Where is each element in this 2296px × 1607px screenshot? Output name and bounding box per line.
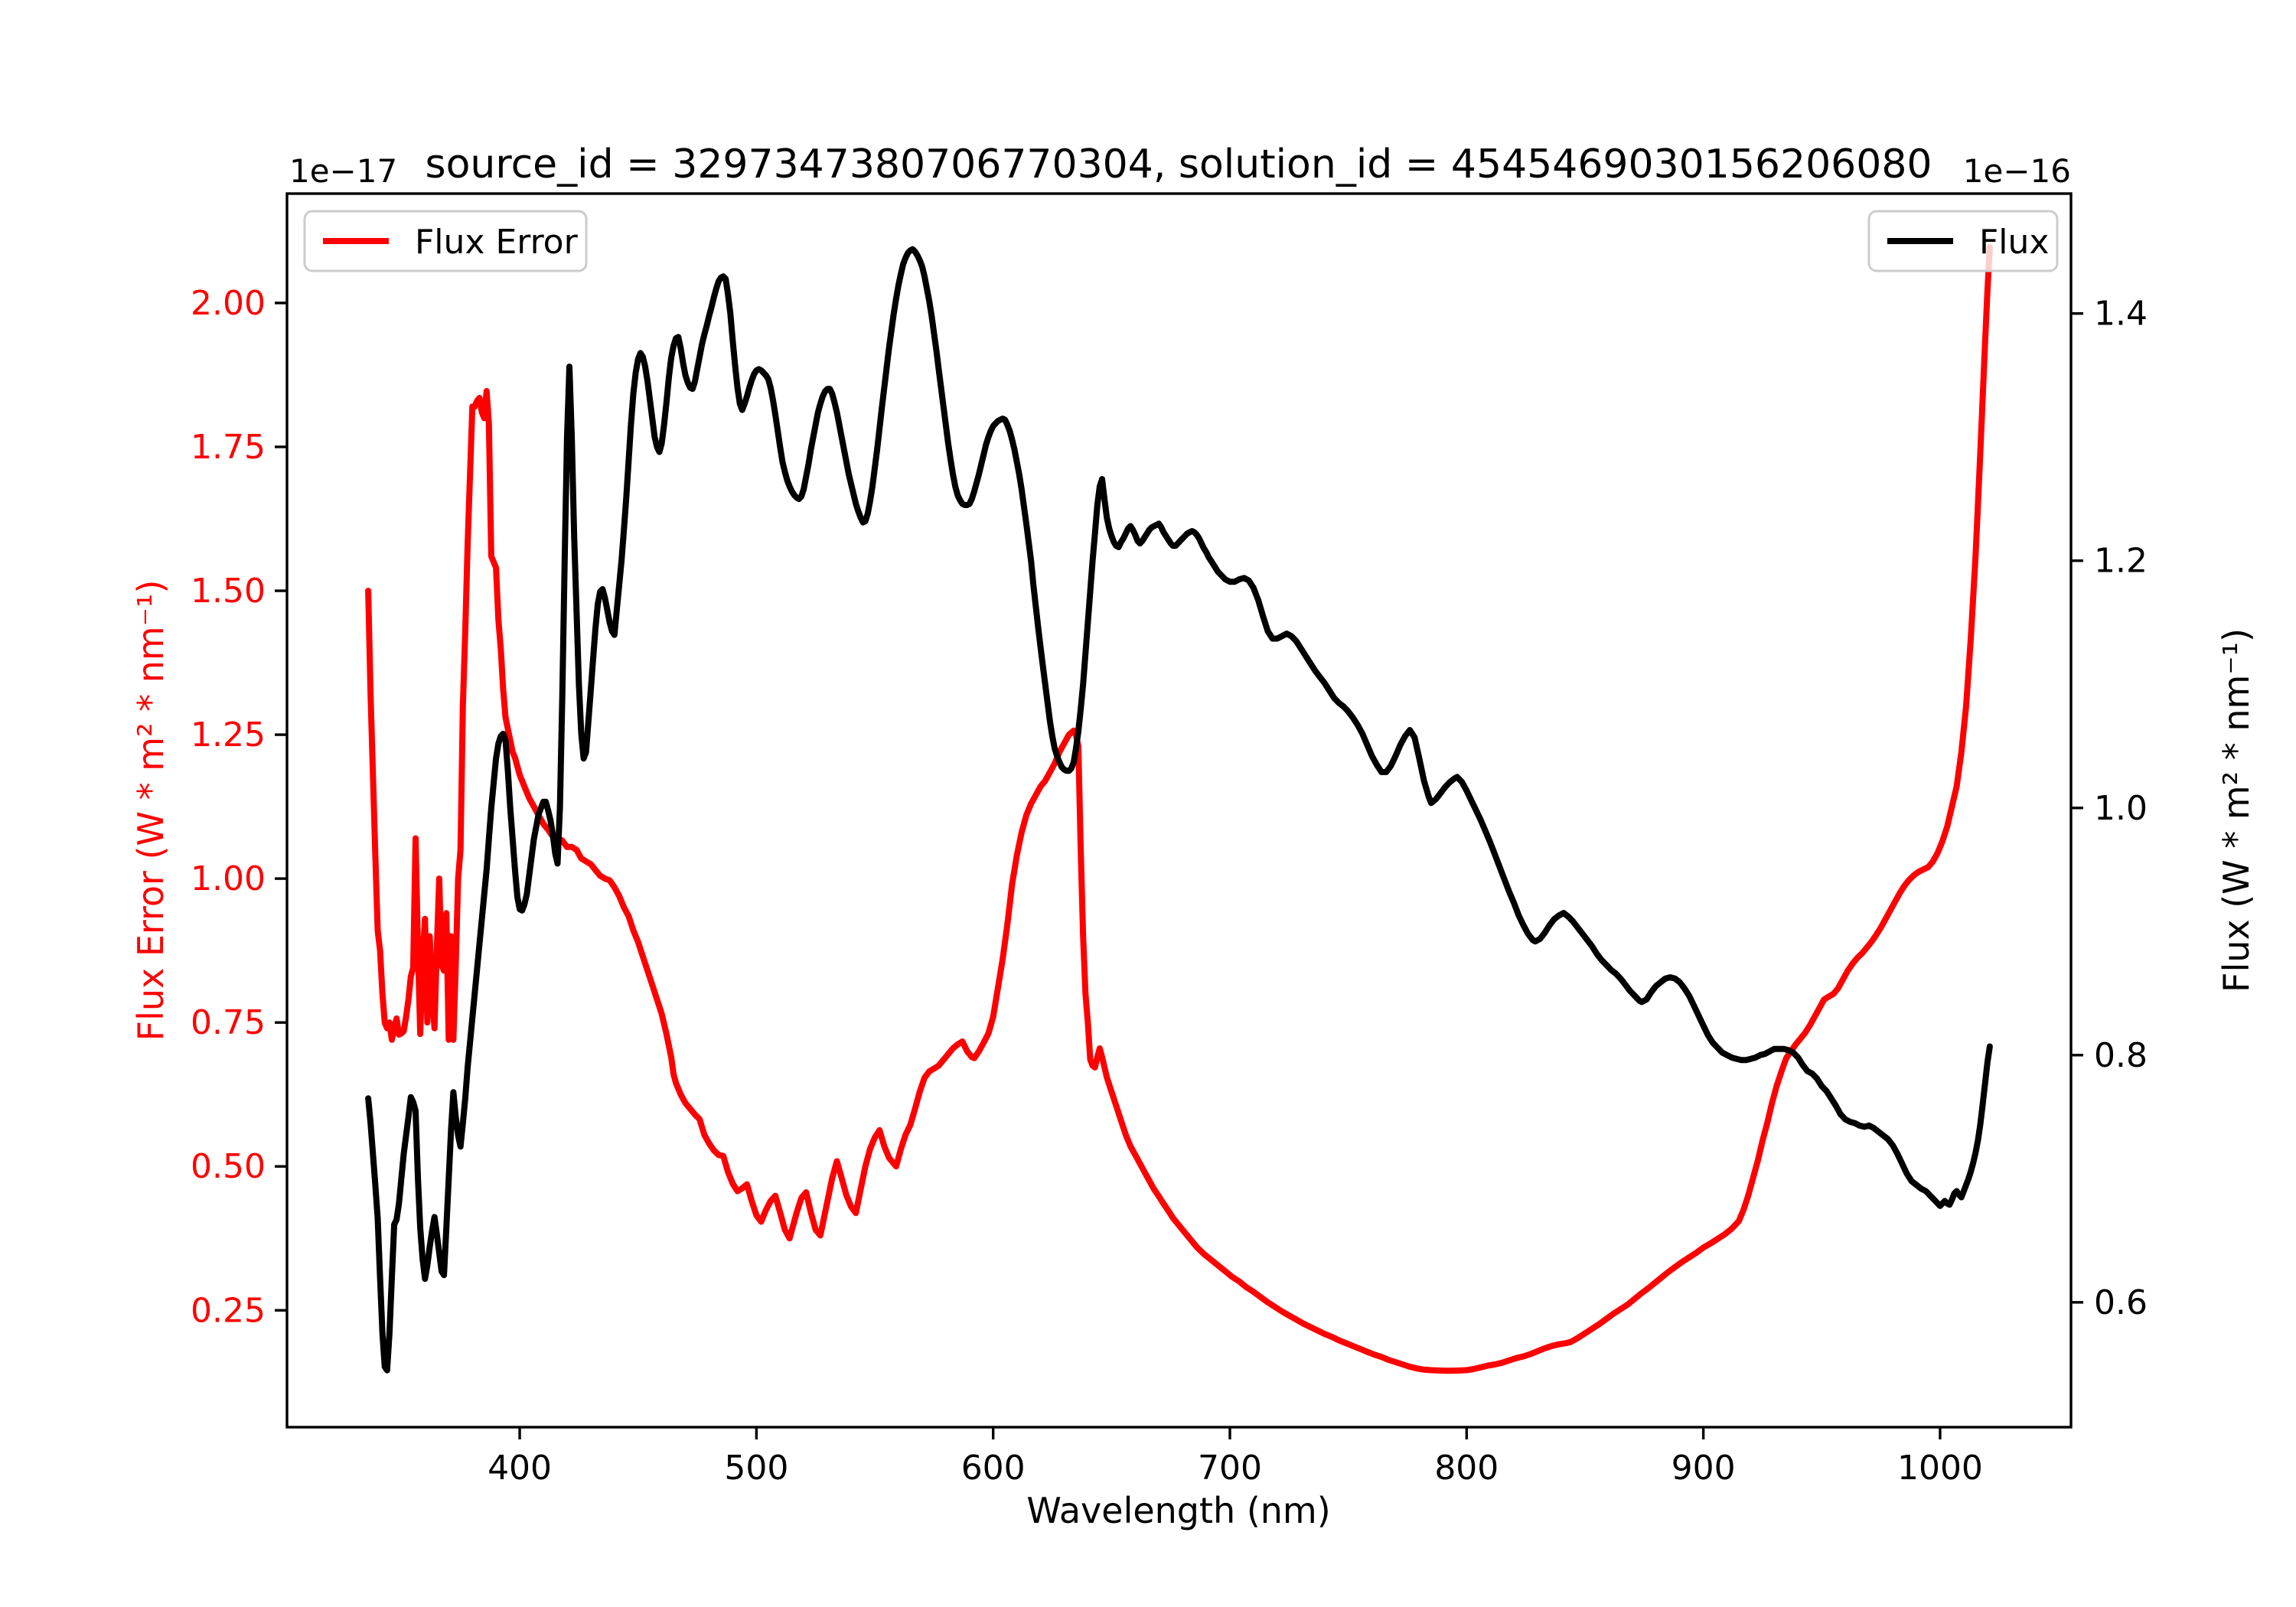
right-y-axis-label: Flux (W * m² * nm⁻¹) bbox=[2216, 628, 2257, 993]
right-tick-label: 1.0 bbox=[2094, 789, 2148, 828]
x-tick-label: 400 bbox=[488, 1449, 552, 1488]
left-tick-label: 0.50 bbox=[191, 1147, 266, 1186]
left-tick-label: 0.75 bbox=[191, 1003, 266, 1042]
x-axis-label: Wavelength (nm) bbox=[1026, 1490, 1330, 1531]
series-flux-error bbox=[365, 244, 1993, 1374]
left-tick-label: 2.00 bbox=[191, 284, 266, 323]
left-y-axis-label: Flux Error (W * m² * nm⁻¹) bbox=[130, 580, 171, 1041]
x-tick-label: 600 bbox=[961, 1449, 1026, 1488]
right-tick-label: 0.6 bbox=[2094, 1283, 2148, 1322]
left-tick-label: 0.25 bbox=[191, 1291, 266, 1330]
right-tick-label: 1.4 bbox=[2094, 295, 2148, 334]
x-tick-label: 1000 bbox=[1897, 1449, 1983, 1488]
right-axis-ticks: 0.6 0.8 1.0 1.2 1.4 bbox=[2071, 295, 2148, 1322]
left-tick-label: 1.00 bbox=[191, 859, 266, 898]
axes-frame bbox=[285, 192, 2073, 1429]
left-tick-label: 1.25 bbox=[191, 715, 266, 755]
plot-background bbox=[287, 194, 2071, 1427]
x-tick-label: 700 bbox=[1198, 1449, 1262, 1488]
left-tick-label: 1.50 bbox=[191, 572, 266, 611]
right-axis-scale-label: 1e−16 bbox=[1963, 152, 2071, 190]
legend-flux-box bbox=[1867, 210, 2059, 272]
x-tick-label: 500 bbox=[724, 1449, 788, 1488]
right-tick-label: 0.8 bbox=[2094, 1036, 2148, 1075]
x-tick-label: 800 bbox=[1434, 1449, 1499, 1488]
legend-flux-label: Flux bbox=[1979, 223, 2049, 262]
left-axis-ticks: 0.25 0.50 0.75 1.00 1.25 1.50 1.75 2.00 bbox=[191, 284, 287, 1330]
right-tick-label: 1.2 bbox=[2094, 542, 2148, 581]
left-axis-scale-label: 1e−17 bbox=[289, 152, 397, 190]
legend-flux: Flux bbox=[1867, 210, 2059, 272]
chart-title: source_id = 3297347380706770304, solutio… bbox=[425, 142, 1932, 187]
series-flux bbox=[365, 246, 1993, 1374]
left-tick-label: 1.75 bbox=[191, 428, 266, 467]
x-axis-ticks: 400 500 600 700 800 900 1000 bbox=[488, 1427, 1983, 1488]
legend-flux-error-box bbox=[303, 210, 588, 272]
x-tick-label: 900 bbox=[1671, 1449, 1736, 1488]
legend-flux-error: Flux Error bbox=[303, 210, 588, 272]
curves bbox=[365, 244, 1993, 1374]
legend-flux-error-label: Flux Error bbox=[415, 223, 579, 262]
